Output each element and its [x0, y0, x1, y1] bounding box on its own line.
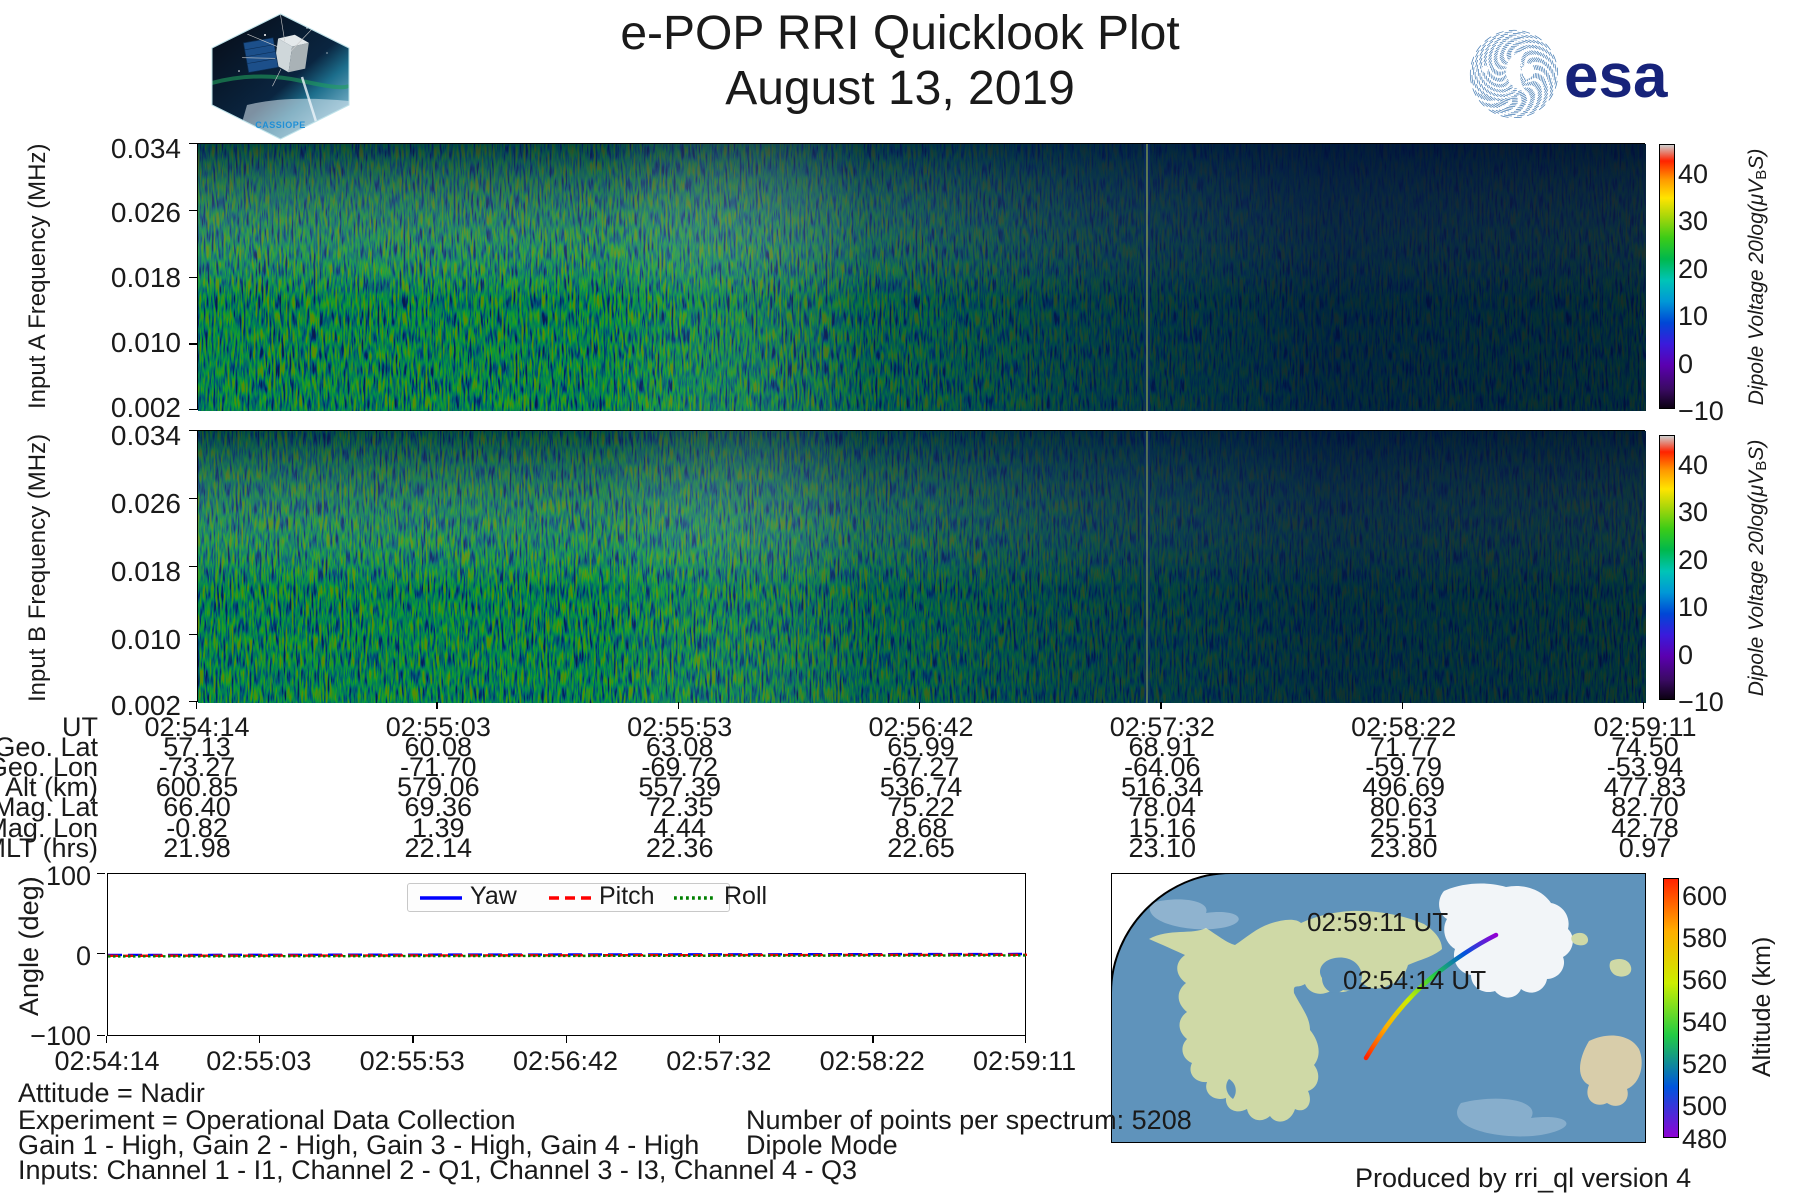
- svg-text:CASSIOPE: CASSIOPE: [255, 120, 306, 130]
- svg-text:esa: esa: [1564, 42, 1668, 111]
